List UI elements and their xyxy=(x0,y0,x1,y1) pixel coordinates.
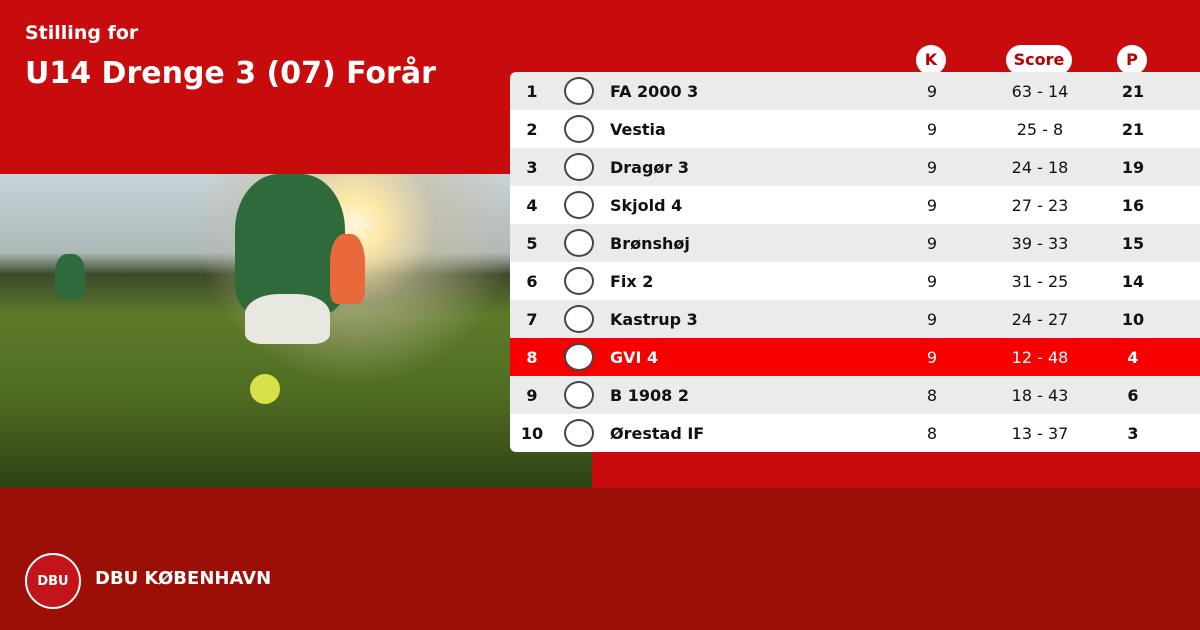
points: 15 xyxy=(1121,233,1145,253)
position: 6 xyxy=(526,271,538,291)
score: 12 - 48 xyxy=(1011,347,1069,367)
column-header-k: K xyxy=(916,45,946,75)
team-name: Fix 2 xyxy=(610,271,654,291)
position: 2 xyxy=(526,119,538,139)
team-logo-icon xyxy=(564,381,594,409)
matches-played: 8 xyxy=(926,385,938,405)
team-name: Vestia xyxy=(610,119,666,139)
table-row: 7 Kastrup 3 9 24 - 27 10 xyxy=(510,300,1200,338)
football-photo xyxy=(0,174,592,488)
score: 31 - 25 xyxy=(1011,271,1069,291)
score: 63 - 14 xyxy=(1011,81,1069,101)
matches-played: 9 xyxy=(926,157,938,177)
team-logo-icon xyxy=(564,153,594,181)
matches-played: 9 xyxy=(926,233,938,253)
table-row: 3 Dragør 3 9 24 - 18 19 xyxy=(510,148,1200,186)
team-name: Ørestad IF xyxy=(610,423,705,443)
matches-played: 9 xyxy=(926,271,938,291)
footer-band xyxy=(0,488,1200,630)
points: 16 xyxy=(1121,195,1145,215)
score: 27 - 23 xyxy=(1011,195,1069,215)
position: 4 xyxy=(526,195,538,215)
dbu-logo: DBU xyxy=(25,553,81,609)
points: 10 xyxy=(1121,309,1145,329)
table-row: 9 B 1908 2 8 18 - 43 6 xyxy=(510,376,1200,414)
matches-played: 9 xyxy=(926,119,938,139)
points: 14 xyxy=(1121,271,1145,291)
team-logo-icon xyxy=(564,343,594,371)
score: 24 - 18 xyxy=(1011,157,1069,177)
team-logo-icon xyxy=(564,229,594,257)
table-row: 6 Fix 2 9 31 - 25 14 xyxy=(510,262,1200,300)
team-logo-icon xyxy=(564,191,594,219)
team-name: Brønshøj xyxy=(610,233,690,253)
score: 39 - 33 xyxy=(1011,233,1069,253)
table-row: 5 Brønshøj 9 39 - 33 15 xyxy=(510,224,1200,262)
score: 13 - 37 xyxy=(1011,423,1069,443)
team-name: B 1908 2 xyxy=(610,385,689,405)
column-header-score: Score xyxy=(1006,45,1072,75)
team-name: FA 2000 3 xyxy=(610,81,699,101)
standings-table: 1 FA 2000 3 9 63 - 14 21 2 Vestia 9 25 - … xyxy=(510,72,1200,452)
subtitle: Stilling for xyxy=(25,22,139,44)
points: 19 xyxy=(1121,157,1145,177)
team-name: Kastrup 3 xyxy=(610,309,698,329)
position: 8 xyxy=(526,347,538,367)
table-row: 2 Vestia 9 25 - 8 21 xyxy=(510,110,1200,148)
page-title: U14 Drenge 3 (07) Forår xyxy=(25,56,436,91)
matches-played: 9 xyxy=(926,309,938,329)
table-row: 4 Skjold 4 9 27 - 23 16 xyxy=(510,186,1200,224)
score: 25 - 8 xyxy=(1016,119,1064,139)
position: 5 xyxy=(526,233,538,253)
team-logo-icon xyxy=(564,305,594,333)
team-logo-icon xyxy=(564,115,594,143)
matches-played: 9 xyxy=(926,195,938,215)
points: 4 xyxy=(1127,347,1139,367)
position: 3 xyxy=(526,157,538,177)
matches-played: 8 xyxy=(926,423,938,443)
position: 1 xyxy=(526,81,538,101)
points: 21 xyxy=(1121,119,1145,139)
team-logo-icon xyxy=(564,419,594,447)
brand-name: DBU KØBENHAVN xyxy=(95,568,272,589)
score: 24 - 27 xyxy=(1011,309,1069,329)
team-logo-icon xyxy=(564,267,594,295)
team-name: Skjold 4 xyxy=(610,195,683,215)
matches-played: 9 xyxy=(926,81,938,101)
points: 21 xyxy=(1121,81,1145,101)
score: 18 - 43 xyxy=(1011,385,1069,405)
team-name: Dragør 3 xyxy=(610,157,690,177)
matches-played: 9 xyxy=(926,347,938,367)
points: 6 xyxy=(1127,385,1139,405)
team-logo-icon xyxy=(564,77,594,105)
column-header-p: P xyxy=(1117,45,1147,75)
position: 7 xyxy=(526,309,538,329)
points: 3 xyxy=(1127,423,1139,443)
table-row: 1 FA 2000 3 9 63 - 14 21 xyxy=(510,72,1200,110)
team-name: GVI 4 xyxy=(610,347,659,367)
position: 10 xyxy=(520,423,544,443)
table-row: 10 Ørestad IF 8 13 - 37 3 xyxy=(510,414,1200,452)
table-row: 8 GVI 4 9 12 - 48 4 xyxy=(510,338,1200,376)
position: 9 xyxy=(526,385,538,405)
